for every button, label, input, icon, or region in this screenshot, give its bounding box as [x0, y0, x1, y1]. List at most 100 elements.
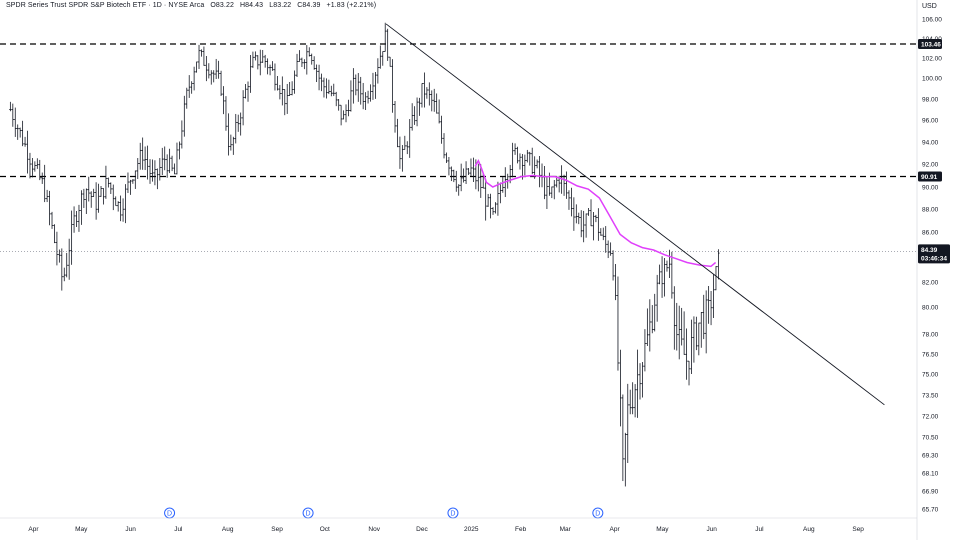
ohlc-bar — [592, 211, 595, 241]
ohlc-bar — [408, 119, 411, 158]
ohlc-bar — [36, 158, 39, 169]
ohlc-bar — [695, 316, 698, 351]
ohlc-bar — [129, 179, 132, 195]
ohlc-bar — [185, 87, 188, 109]
ohlc-bar — [609, 242, 612, 256]
ohlc-bar — [170, 155, 174, 172]
ohlc-bar — [423, 72, 426, 108]
ohlc-bar — [41, 172, 44, 184]
trend-line[interactable] — [385, 23, 885, 406]
ohlc-bar — [77, 204, 81, 232]
dividend-event-marker[interactable]: D — [302, 507, 314, 519]
ohlc-bar — [464, 161, 468, 185]
ohlc-bar — [9, 101, 12, 112]
ohlc-bar — [553, 180, 556, 200]
ohlc-bar — [398, 136, 402, 169]
ohlc-bar — [486, 193, 490, 207]
ohlc-bar — [528, 151, 531, 166]
ohlc-bar — [604, 226, 607, 253]
ohlc-bar — [602, 227, 605, 241]
dividend-event-marker[interactable]: D — [164, 507, 176, 519]
ohlc-bar — [469, 158, 473, 176]
ohlc-bar — [224, 96, 228, 131]
price-tick-label: 88.00 — [922, 206, 939, 213]
ohlc-bar — [425, 87, 429, 99]
ohlc-bar — [371, 72, 375, 100]
ohlc-bar — [312, 56, 316, 70]
ohlc-bar — [621, 394, 625, 482]
ohlc-bar — [271, 61, 274, 71]
ohlc-bar — [624, 432, 627, 487]
ohlc-bar — [562, 174, 566, 196]
ohlc-bar — [543, 166, 546, 200]
ohlc-bar — [680, 307, 683, 346]
ohlc-bar — [651, 305, 654, 334]
dividend-event-marker[interactable]: D — [592, 507, 604, 519]
level-price-label: 103.46 — [921, 41, 941, 48]
price-tick-label: 68.10 — [922, 470, 939, 477]
ohlc-bar — [31, 158, 34, 178]
ohlc-bar — [266, 58, 269, 75]
ohlc-bar — [401, 145, 404, 172]
ohlc-bar — [391, 59, 394, 113]
ohlc-bar — [109, 182, 113, 194]
ohlc-bar — [327, 79, 331, 95]
ohlc-bar — [658, 264, 661, 285]
ohlc-bar — [330, 85, 333, 97]
time-tick-label: 2025 — [464, 526, 479, 533]
ohlc-bar — [207, 63, 211, 79]
ohlc-bar — [214, 58, 218, 79]
ohlc-bar — [75, 211, 78, 227]
ohlc-bar — [192, 66, 196, 91]
ohlc-bar — [85, 188, 88, 214]
time-tick-label: Mar — [560, 526, 572, 533]
price-tick-label: 102.00 — [922, 56, 942, 63]
ohlc-bar — [254, 51, 257, 61]
price-tick-label: 78.00 — [922, 331, 939, 338]
ohlc-bar — [246, 81, 250, 102]
ohlc-bar — [229, 134, 233, 151]
ohlc-bar — [641, 362, 644, 398]
ohlc-bar — [589, 199, 593, 227]
ohlc-bar — [538, 155, 541, 188]
chart-header: SPDR Series Trust SPDR S&P Biotech ETF ·… — [6, 2, 380, 9]
ohlc-bar — [283, 89, 286, 116]
ohlc-bar — [489, 193, 492, 219]
ohlc-bar — [232, 136, 235, 155]
price-tick-label: 106.00 — [922, 16, 942, 23]
ohlc-bar — [178, 141, 181, 160]
ohlc-bar — [393, 100, 397, 133]
ohlc-bar — [700, 312, 703, 348]
ohlc-bar — [643, 329, 647, 372]
price-tick-label: 69.30 — [922, 452, 939, 459]
ohlc-bar — [668, 249, 671, 279]
dividend-event-marker[interactable]: D — [447, 507, 459, 519]
ohlc-bar — [303, 59, 306, 70]
ohlc-bar — [499, 182, 502, 204]
ohlc-bar — [261, 49, 264, 63]
ohlc-bar — [344, 104, 348, 123]
ohlc-bar — [202, 46, 206, 66]
ohlc-bar — [67, 238, 71, 280]
ohlc-bar — [212, 70, 215, 83]
ohlc-bar — [580, 210, 583, 238]
ohlc-bar — [112, 184, 115, 211]
ohlc-bar — [513, 143, 517, 155]
price-tick-label: 98.00 — [922, 96, 939, 103]
ohlc-bar — [99, 185, 103, 197]
ohlc-bar — [116, 201, 120, 212]
ohlc-bar — [420, 82, 424, 108]
ohlc-bar — [156, 168, 159, 190]
ohlc-bar — [322, 77, 326, 98]
ohlc-bar — [94, 182, 98, 220]
ohlc-bar — [606, 240, 610, 259]
ohlc-bar — [87, 176, 90, 202]
ohlc-bar — [249, 54, 252, 93]
open-value: O83.22 — [210, 2, 234, 9]
price-tick-label: 86.00 — [922, 229, 939, 236]
ohlc-bar — [241, 90, 245, 126]
ohlc-bar — [349, 80, 353, 112]
ohlc-bar — [251, 51, 255, 68]
